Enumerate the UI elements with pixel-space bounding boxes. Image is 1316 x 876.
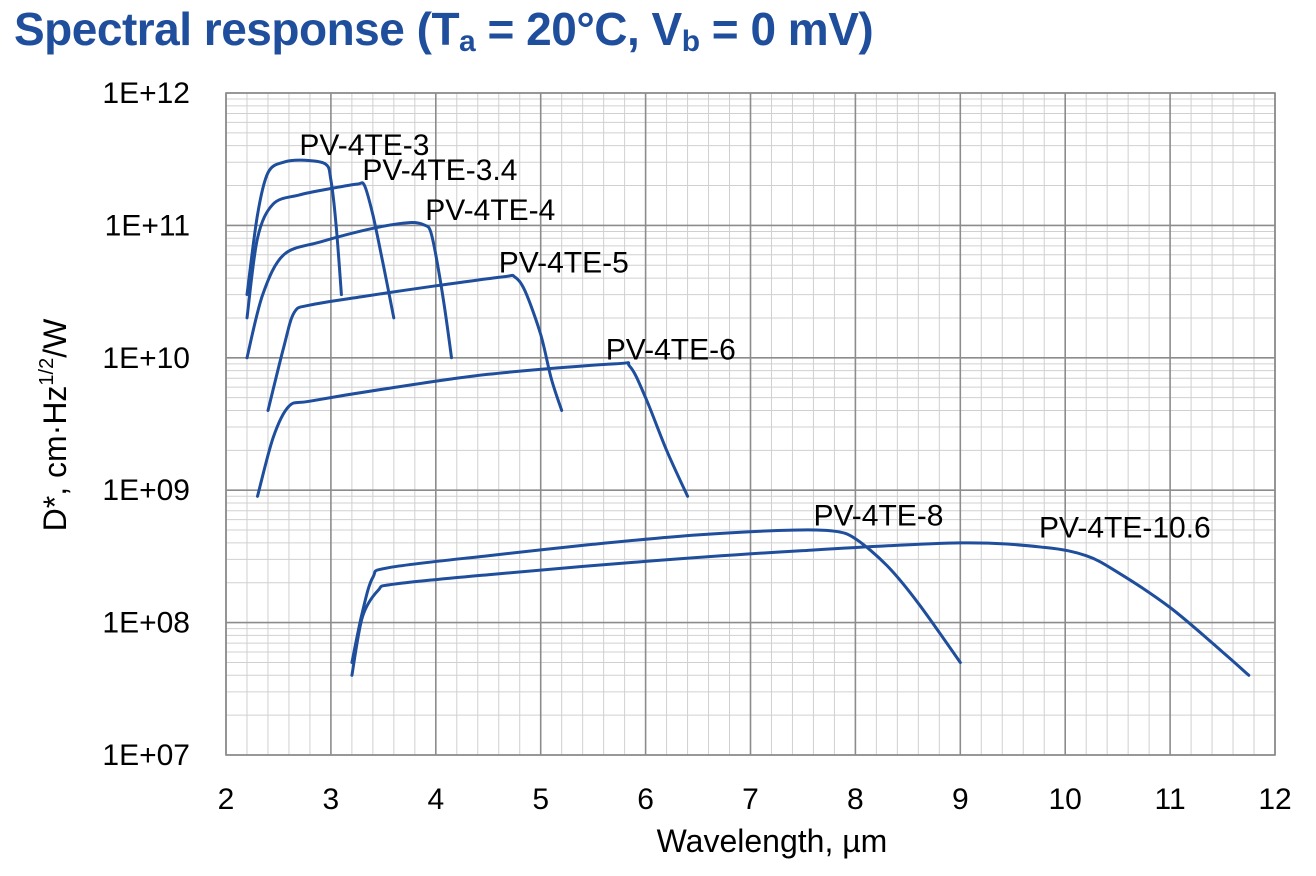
y-axis-ticks: 1E+12 1E+11 1E+10 1E+09 1E+08 1E+07: [102, 77, 190, 772]
series-label-pv-4te-10-6: PV-4TE-10.6: [1039, 511, 1211, 544]
series-label-pv-4te-3: PV-4TE-3: [299, 129, 429, 162]
y-tick-label: 1E+07: [102, 739, 190, 772]
plot-border-rect: [225, 92, 1276, 756]
y-axis-label-main: D*, cm·Hz: [37, 386, 73, 532]
x-tick-label: 11: [1155, 783, 1186, 816]
plot-area-border: [225, 92, 1276, 756]
x-tick-label: 2: [218, 783, 235, 816]
y-tick-label: 1E+09: [102, 474, 190, 507]
y-axis-label-sup: 1/2: [36, 358, 58, 386]
series-line-pv-4te-8: [350, 528, 962, 664]
series-line-pv-4te-6: [256, 361, 690, 498]
x-tick-label: 10: [1049, 783, 1082, 816]
series-label-pv-4te-5: PV-4TE-5: [499, 247, 629, 280]
x-tick-label: 9: [952, 783, 969, 816]
x-tick-label: 4: [427, 783, 444, 816]
series-line-pv-4te-3: [245, 158, 343, 297]
y-axis-label-tail: /W: [37, 318, 73, 358]
x-tick-label: 8: [847, 783, 864, 816]
series-labels: PV-4TE-3PV-4TE-3.4 PV-4TE-4 PV-4TE-5 PV-4TE…: [299, 129, 1210, 544]
x-tick-label: 6: [637, 783, 654, 816]
major-gridlines: [225, 92, 1276, 756]
y-tick-label: 1E+12: [102, 77, 190, 110]
series-line-pv-4te-5: [266, 273, 564, 412]
y-tick-label: 1E+08: [102, 607, 190, 640]
x-axis-label: Wavelength, µm: [657, 823, 888, 859]
x-tick-label: 12: [1258, 783, 1291, 816]
x-tick-label: 7: [742, 783, 759, 816]
series-label-pv-4te-8: PV-4TE-8: [813, 500, 943, 533]
series-lines: [245, 158, 1251, 677]
series-label-pv-4te-6: PV-4TE-6: [606, 334, 736, 367]
series-label-pv-4te-3-4: PV-4TE-3.4: [362, 154, 517, 187]
chart-title: Spectral response (Ta = 20°C, Vb = 0 mV): [14, 3, 874, 58]
series-label-pv-4te-4: PV-4TE-4: [425, 194, 555, 227]
series-line-pv-4te-10-6: [350, 541, 1251, 677]
series-line-pv-4te-3-4: [245, 181, 396, 320]
y-tick-label: 1E+11: [105, 209, 190, 242]
x-tick-label: 5: [532, 783, 549, 816]
x-tick-label: 3: [323, 783, 340, 816]
minor-gridlines: [226, 93, 1275, 755]
x-axis-ticks: 2 3 4 5 6 7 8 9 10 11 12: [218, 783, 1292, 816]
y-tick-label: 1E+10: [102, 342, 190, 375]
y-axis-label: D*, cm·Hz1/2/W: [36, 318, 73, 531]
series-line-pv-4te-4: [245, 221, 453, 360]
